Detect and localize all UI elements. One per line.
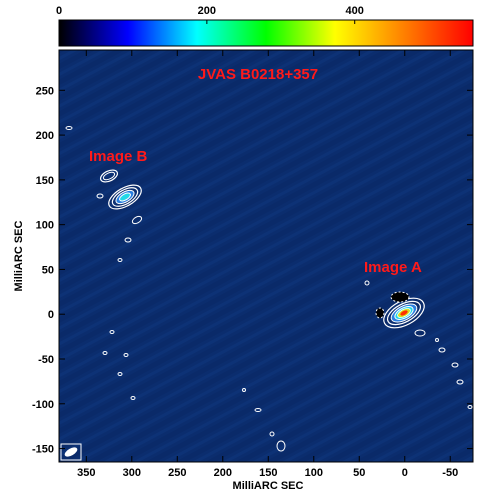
colorbar-tick-label: 400 xyxy=(346,5,364,17)
map-panel: 350 300 250 200 150 100 50 0 -50 250 200 150 100 50 0… xyxy=(32,49,474,479)
y-tick-label: 100 xyxy=(36,220,54,232)
y-tick-label: 150 xyxy=(36,175,54,187)
x-tick-label: 300 xyxy=(123,467,141,479)
x-axis: 350 300 250 200 150 100 50 0 -50 xyxy=(77,50,458,479)
noise-contour xyxy=(109,330,115,334)
y-tick-label: -150 xyxy=(32,444,54,456)
map-title: JVAS B0218+357 xyxy=(198,66,318,83)
map-background xyxy=(59,50,473,462)
y-tick-label: 200 xyxy=(36,130,54,142)
y-tick-label: 250 xyxy=(36,85,54,97)
image-b-contours xyxy=(108,184,142,210)
x-tick-label: 200 xyxy=(214,467,232,479)
image-a-label: Image A xyxy=(364,259,422,276)
colorbar-tick-label: 0 xyxy=(56,5,62,17)
noise-contour xyxy=(117,372,123,376)
map-frame xyxy=(58,49,474,463)
contour-layer xyxy=(60,126,473,461)
noise-contour xyxy=(130,396,136,400)
image-b-contour xyxy=(124,237,132,243)
x-tick-label: 100 xyxy=(305,467,323,479)
colorbar-strip xyxy=(58,19,474,47)
noise-contour xyxy=(102,351,108,355)
y-axis-title: MilliARC SEC xyxy=(13,221,25,292)
image-b-contour xyxy=(131,215,143,225)
beam-box xyxy=(60,443,82,461)
noise-contour xyxy=(117,258,123,262)
image-b-label: Image B xyxy=(89,148,148,165)
image-a-contour xyxy=(390,291,410,303)
image-a-contours xyxy=(383,297,425,329)
image-a-contour xyxy=(451,362,459,368)
image-b-contour xyxy=(96,193,104,199)
x-tick-label: 0 xyxy=(402,467,408,479)
x-tick-label: 350 xyxy=(77,467,95,479)
image-a-contour xyxy=(414,329,426,337)
x-tick-label: -50 xyxy=(442,467,458,479)
colorbar: 0 200 400 xyxy=(56,5,474,47)
colorbar-tick-label: 200 xyxy=(198,5,216,17)
noise-contour xyxy=(435,338,439,342)
y-axis: 250 200 150 100 50 0 -50 -100 -150 xyxy=(32,85,473,456)
x-tick-label: 50 xyxy=(353,467,365,479)
image-a-contour xyxy=(364,280,370,286)
noise-contour xyxy=(65,126,73,130)
x-tick-label: 250 xyxy=(168,467,186,479)
noise-contour xyxy=(269,431,275,437)
x-tick-label: 150 xyxy=(259,467,277,479)
image-a-contour xyxy=(456,379,464,385)
image-a-contour xyxy=(375,307,385,319)
y-tick-label: -100 xyxy=(32,399,54,411)
y-tick-label: -50 xyxy=(38,354,54,366)
noise-contour xyxy=(467,405,473,409)
image-b-contour xyxy=(102,171,116,181)
y-tick-label: 0 xyxy=(48,309,54,321)
image-b-contour xyxy=(99,169,119,183)
noise-contour xyxy=(123,353,129,357)
y-tick-label: 50 xyxy=(42,264,54,276)
x-axis-title: MilliARC SEC xyxy=(233,480,304,492)
noise-contour xyxy=(276,440,286,452)
noise-contour xyxy=(242,388,246,392)
noise-contour xyxy=(254,408,262,412)
image-a-contour xyxy=(438,347,446,353)
